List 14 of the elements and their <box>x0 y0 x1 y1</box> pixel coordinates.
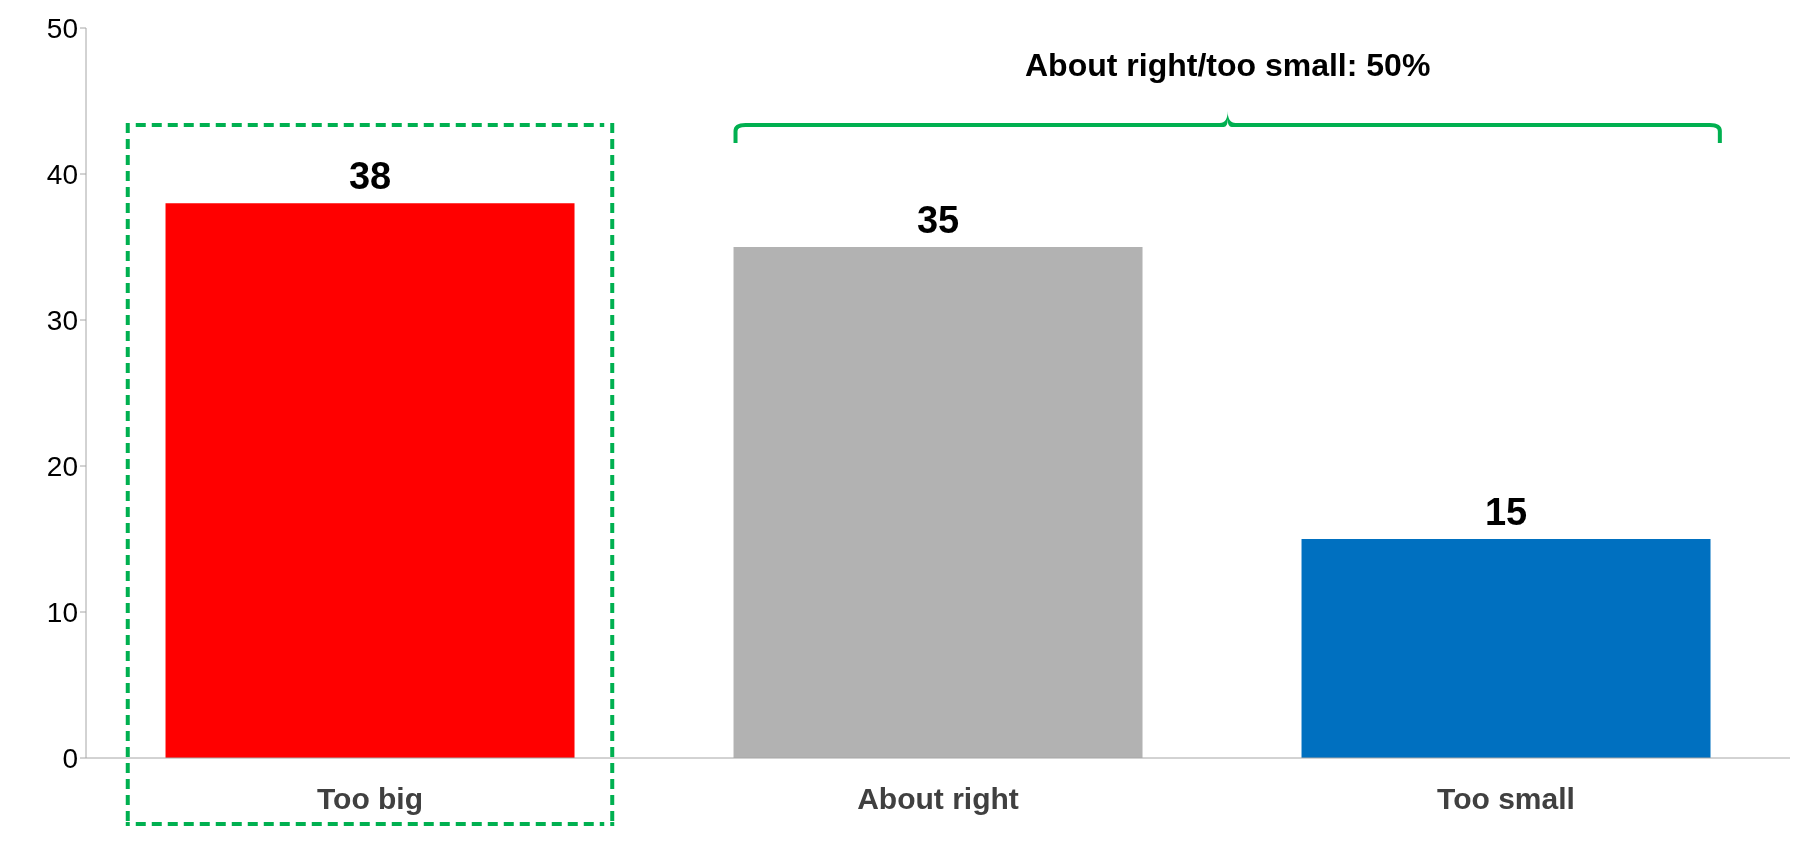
y-tick-label: 50 <box>46 12 78 44</box>
x-tick-label: About right <box>857 782 1019 816</box>
y-tick-label: 30 <box>46 304 78 336</box>
y-tick-label: 20 <box>46 450 78 482</box>
x-tick-label: Too big <box>316 782 424 816</box>
y-tick-label: 10 <box>46 596 78 628</box>
x-tick-label: Too small <box>1437 782 1575 816</box>
y-tick-label: 40 <box>46 158 78 190</box>
data-label: 35 <box>916 199 960 241</box>
bar <box>1301 539 1711 758</box>
annotation: About right/too small: 50% <box>1025 47 1431 83</box>
y-tick-label: 0 <box>62 742 78 774</box>
data-label: 38 <box>348 155 392 198</box>
data-label: 15 <box>1484 491 1528 533</box>
